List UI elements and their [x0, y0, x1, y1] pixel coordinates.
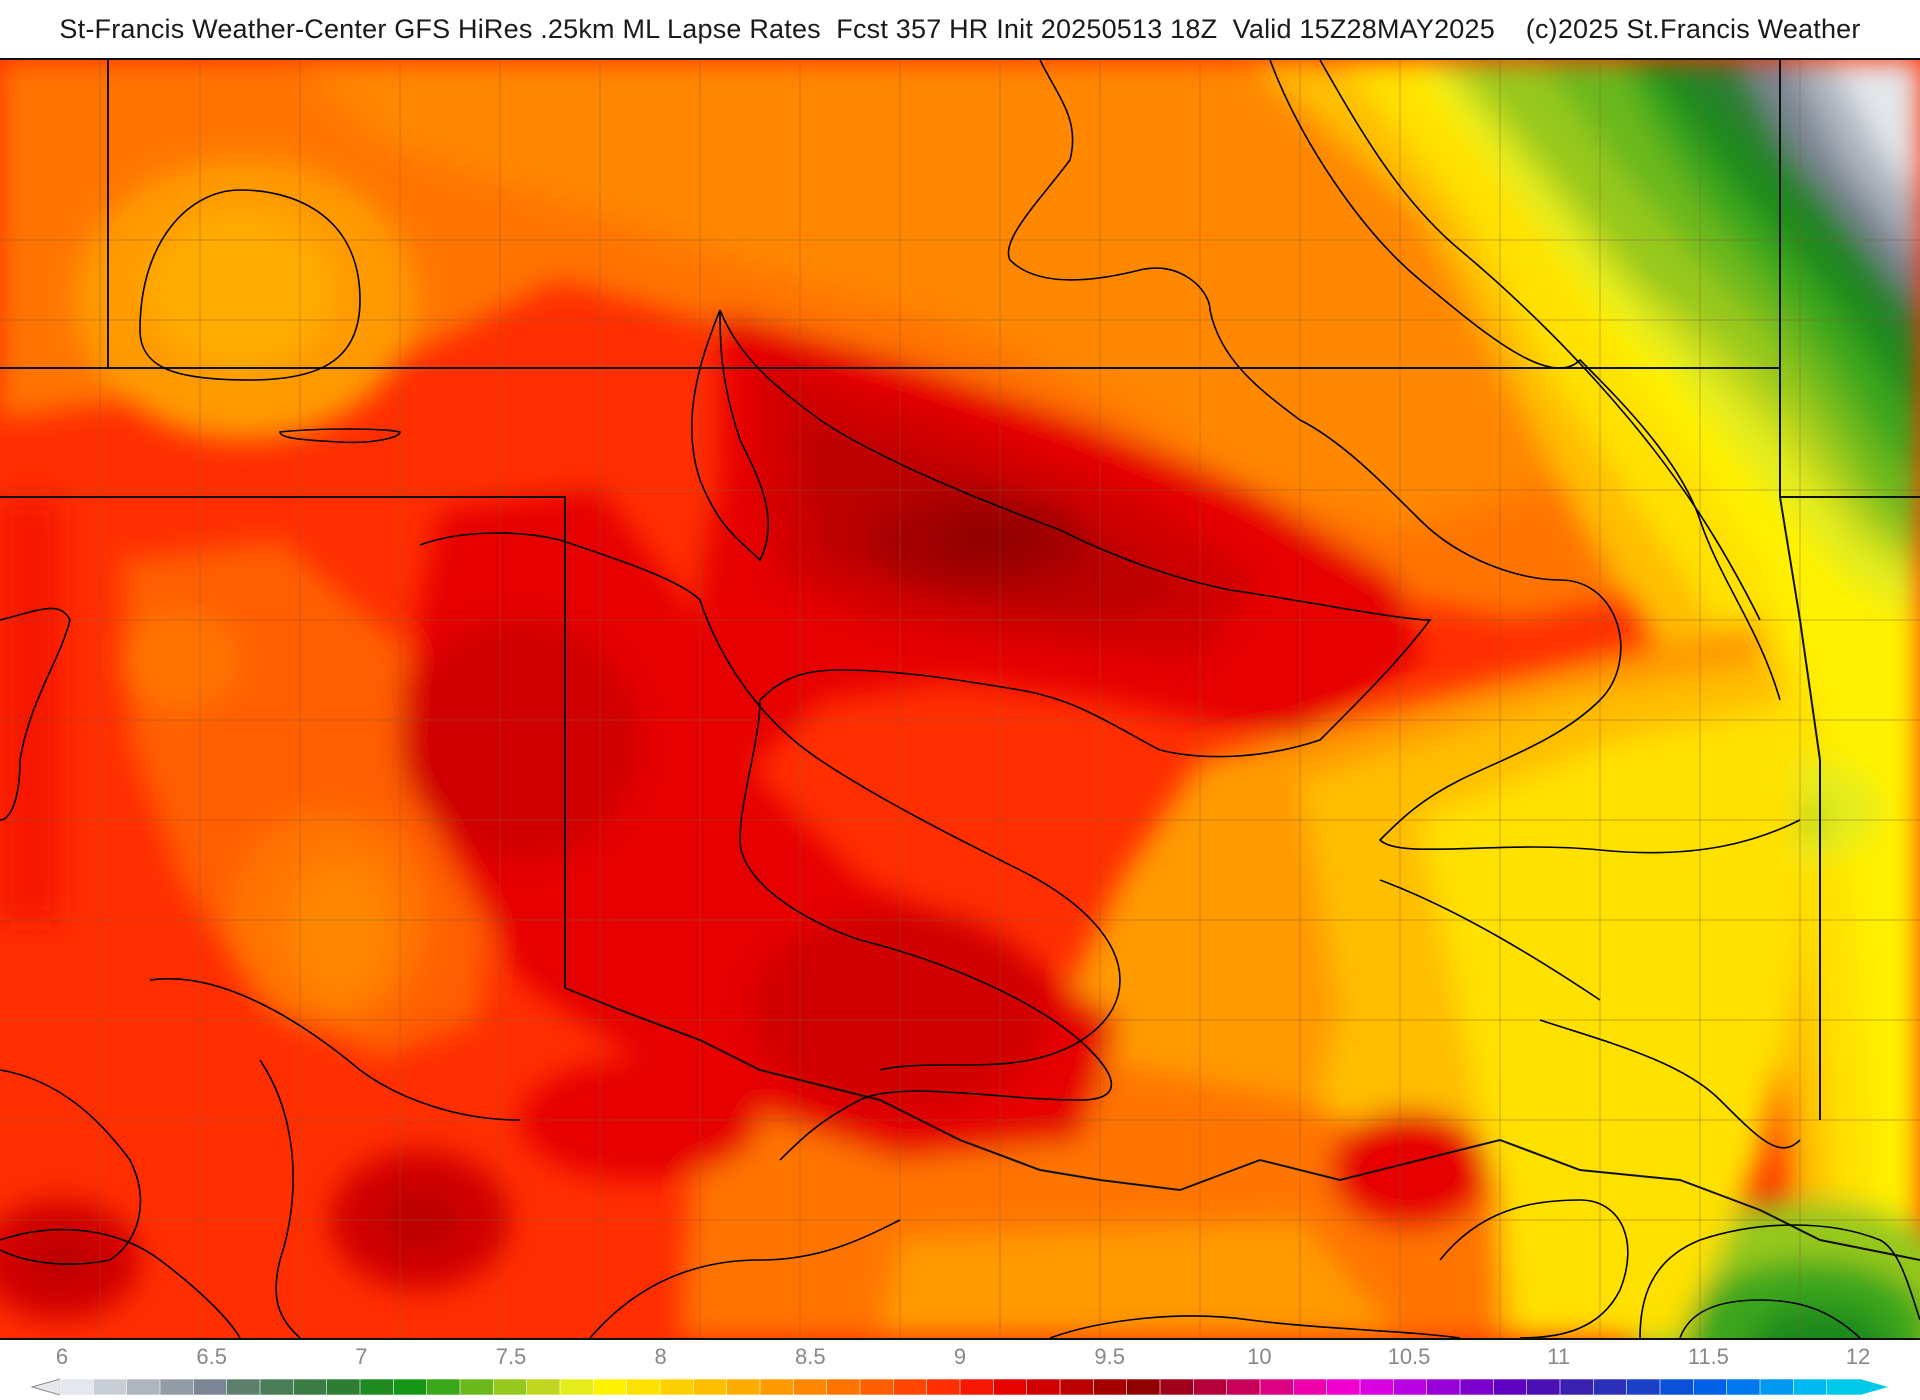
- legend-min-arrow: [30, 1378, 61, 1396]
- legend-color-swatch: [1626, 1378, 1661, 1396]
- legend-color-swatch: [93, 1378, 128, 1396]
- legend-color-swatch: [1359, 1378, 1395, 1396]
- state-borders: [0, 60, 1920, 1261]
- legend-color-swatch: [993, 1378, 1028, 1396]
- legend-color-swatch: [459, 1378, 495, 1396]
- legend-color-swatch: [826, 1378, 861, 1396]
- legend-color-swatch: [893, 1378, 928, 1396]
- legend-color-swatch: [293, 1378, 328, 1396]
- legend-tick-label: 9.5: [1094, 1344, 1125, 1369]
- legend-color-swatch: [226, 1378, 261, 1396]
- map-title: St-Francis Weather-Center GFS HiRes .25k…: [59, 14, 1861, 44]
- legend-color-swatch: [259, 1378, 295, 1396]
- legend-color-swatch: [1326, 1378, 1361, 1396]
- contour-lines: [0, 60, 1920, 1338]
- title-bar: St-Francis Weather-Center GFS HiRes .25k…: [0, 0, 1920, 58]
- legend-color-swatch: [426, 1378, 461, 1396]
- legend-color-swatch: [1426, 1378, 1461, 1396]
- legend-color-swatch: [59, 1378, 95, 1396]
- legend-color-swatch: [959, 1378, 995, 1396]
- legend-color-swatch: [1293, 1378, 1328, 1396]
- legend-ticks: 6 6.5 7 7.5 8 8.5 9 9.5 10 10.5 11 11.5 12: [0, 1340, 1920, 1372]
- legend-color-swatch: [1793, 1378, 1828, 1396]
- legend-color-swatch: [1126, 1378, 1161, 1396]
- legend-color-swatch: [1059, 1378, 1095, 1396]
- legend-tick-label: 7: [355, 1344, 368, 1369]
- legend-tick-label: 12: [1845, 1344, 1871, 1369]
- legend-color-swatch: [1559, 1378, 1595, 1396]
- legend-color-swatch: [1493, 1378, 1528, 1396]
- legend-max-arrow: [1860, 1379, 1888, 1395]
- color-legend: 6 6.5 7 7.5 8 8.5 9 9.5 10 10.5 11 11.5 12: [0, 1340, 1920, 1400]
- legend-tick-label: 11: [1547, 1344, 1571, 1369]
- legend-color-swatch: [759, 1378, 795, 1396]
- legend-color-swatch: [559, 1378, 595, 1396]
- weather-map: [0, 58, 1920, 1340]
- legend-color-swatch: [1093, 1378, 1128, 1396]
- legend-tick-label: 6: [55, 1344, 69, 1369]
- legend-color-swatch: [693, 1378, 728, 1396]
- legend-color-swatch: [1759, 1378, 1795, 1396]
- legend-color-swatch: [393, 1378, 428, 1396]
- legend-tick-label: 11.5: [1687, 1344, 1729, 1369]
- legend-color-swatch: [1159, 1378, 1195, 1396]
- legend-color-swatch: [1659, 1378, 1695, 1396]
- legend-color-swatch: [193, 1378, 228, 1396]
- legend-color-swatch: [1693, 1378, 1728, 1396]
- legend-color-swatch: [593, 1378, 628, 1396]
- legend-color-swatch: [659, 1378, 695, 1396]
- legend-color-swatch: [1593, 1378, 1628, 1396]
- lapse-rate-map: [0, 60, 1920, 1338]
- legend-color-swatch: [726, 1378, 761, 1396]
- legend-color-swatch: [1526, 1378, 1561, 1396]
- legend-tick-label: 10.5: [1387, 1344, 1431, 1369]
- legend-tick-label: 7.5: [495, 1344, 527, 1369]
- legend-tick-label: 10: [1247, 1344, 1272, 1369]
- legend-tick-label: 9: [953, 1344, 967, 1369]
- legend-color-swatch: [159, 1378, 195, 1396]
- legend-color-swatch: [926, 1378, 961, 1396]
- legend-color-swatch: [1026, 1378, 1061, 1396]
- legend-color-swatch: [359, 1378, 395, 1396]
- legend-color-swatch: [859, 1378, 895, 1396]
- legend-color-swatch: [126, 1378, 161, 1396]
- legend-color-swatch: [326, 1378, 361, 1396]
- legend-color-swatch: [526, 1378, 561, 1396]
- legend-color-swatch: [493, 1378, 528, 1396]
- color-fill-field: [0, 60, 1920, 1338]
- legend-color-swatch: [1726, 1378, 1761, 1396]
- legend-tick-label: 8: [654, 1344, 667, 1369]
- legend-tick-label: 8.5: [795, 1344, 826, 1369]
- legend-color-swatch: [1193, 1378, 1228, 1396]
- legend-color-swatch: [626, 1378, 661, 1396]
- legend-color-swatch: [1393, 1378, 1428, 1396]
- legend-color-bar: [30, 1378, 1888, 1396]
- legend-color-swatch: [1259, 1378, 1295, 1396]
- legend-color-swatch: [1226, 1378, 1261, 1396]
- legend-color-swatch: [1826, 1378, 1861, 1396]
- legend-color-swatch: [793, 1378, 828, 1396]
- legend-color-swatch: [1459, 1378, 1495, 1396]
- legend-tick-label: 6.5: [196, 1344, 227, 1369]
